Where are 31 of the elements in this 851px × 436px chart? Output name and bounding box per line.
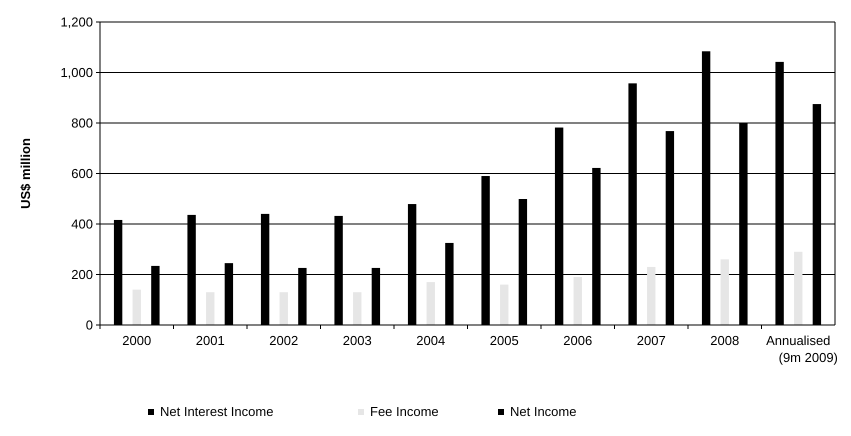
bar [720, 259, 729, 325]
x-tick-label: 2008 [710, 333, 740, 348]
x-tick-label: 2000 [122, 333, 152, 348]
legend-label: Net Income [510, 404, 576, 419]
bar [426, 282, 435, 325]
y-tick-label: 600 [71, 166, 93, 182]
bar [794, 252, 802, 325]
bar [647, 266, 656, 325]
bar [280, 292, 288, 325]
y-tick-label: 1,000 [60, 65, 93, 80]
legend-label: Fee Income [370, 404, 439, 419]
y-tick-label: 800 [71, 116, 93, 131]
x-tick-label: 2006 [563, 333, 592, 348]
bar [500, 284, 508, 325]
y-tick-label: 400 [71, 216, 93, 232]
y-axis-title: US$ million [18, 138, 33, 209]
x-tick-label: 2007 [636, 333, 666, 348]
legend-label: Net Interest Income [160, 404, 274, 419]
x-tick-label: Annualised (9m 2009) [766, 333, 838, 365]
bar [132, 290, 141, 325]
y-tick-label: 200 [71, 267, 93, 282]
x-tick-label: 2003 [342, 333, 372, 348]
bar [353, 292, 362, 325]
x-tick-label: 2002 [269, 333, 298, 348]
x-tick-label: 2005 [490, 333, 519, 348]
x-tick-label: 2001 [196, 333, 225, 348]
y-tick-label: 1,200 [60, 14, 93, 30]
y-tick-label: 0 [86, 318, 93, 333]
bar [574, 277, 582, 325]
bar [206, 292, 214, 325]
x-tick-label: 2004 [416, 333, 446, 348]
